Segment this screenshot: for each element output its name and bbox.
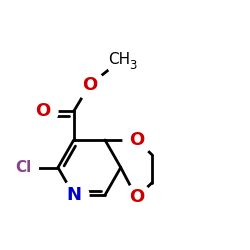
- Text: O: O: [36, 102, 51, 120]
- Text: N: N: [66, 186, 81, 204]
- Text: 3: 3: [129, 59, 137, 72]
- Text: O: O: [82, 76, 97, 94]
- Text: Cl: Cl: [16, 160, 32, 175]
- Text: CH: CH: [108, 52, 130, 68]
- Text: O: O: [129, 188, 144, 206]
- Text: O: O: [129, 131, 144, 149]
